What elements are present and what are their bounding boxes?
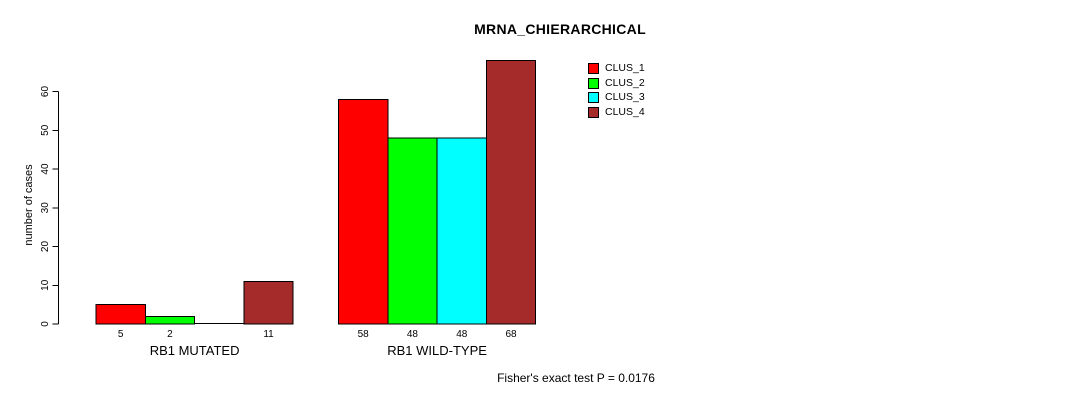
y-axis-tick-label: 40 [40, 163, 51, 175]
legend-label: CLUS_3 [605, 91, 645, 103]
legend-item-clus_4: CLUS_4 [588, 105, 645, 118]
group-label: RB1 WILD-TYPE [387, 343, 487, 358]
bar-value-label: 5 [118, 329, 124, 340]
legend-swatch-icon [588, 106, 599, 118]
group-label: RB1 MUTATED [150, 343, 240, 358]
legend-item-clus_2: CLUS_2 [588, 76, 645, 89]
stat-test-annotation: Fisher's exact test P = 0.0176 [497, 371, 655, 385]
y-axis-tick-label: 60 [40, 86, 51, 98]
bar-value-label: 11 [263, 329, 274, 340]
legend-item-clus_3: CLUS_3 [588, 92, 645, 103]
legend: CLUS_1 CLUS_2 CLUS_3 CLUS_4 [588, 63, 645, 118]
bar-clus_1 [95, 304, 146, 325]
bar-value-label: 48 [407, 329, 419, 340]
y-axis-title: number of cases [23, 164, 35, 246]
chart-title: MRNA_CHIERARCHICAL [474, 21, 646, 37]
bar-clus_2 [387, 137, 438, 325]
y-axis-tick-label: 10 [40, 279, 51, 291]
bar-value-label: 58 [358, 329, 370, 340]
legend-label: CLUS_2 [605, 76, 645, 89]
legend-swatch-icon [588, 92, 599, 103]
y-axis: 0 10 20 30 40 50 60 [40, 86, 59, 327]
y-axis-tick-label: 30 [40, 202, 51, 214]
bar-clus_1 [338, 98, 389, 325]
legend-item-clus_1: CLUS_1 [588, 63, 645, 74]
y-axis-tick-label: 0 [40, 321, 51, 327]
y-axis-tick-label: 20 [40, 241, 51, 253]
bar-value-label: 48 [456, 329, 468, 340]
y-axis-tick-label: 50 [40, 124, 51, 136]
bar-value-label: 68 [505, 329, 517, 340]
legend-label: CLUS_4 [605, 105, 645, 118]
bar-clus_3 [436, 137, 487, 325]
bar-clus_4 [243, 280, 294, 325]
bar-clus_2 [144, 315, 196, 325]
legend-swatch-icon [588, 77, 599, 89]
labels-layer: 5 2 11 RB1 MUTATED 58 48 48 68 RB1 WILD-TYPE [118, 329, 517, 358]
bars-layer [95, 60, 537, 325]
legend-swatch-icon [588, 63, 599, 74]
bar-clus_4 [485, 60, 537, 325]
legend-label: CLUS_1 [605, 62, 645, 74]
bar-value-label: 2 [167, 329, 173, 340]
